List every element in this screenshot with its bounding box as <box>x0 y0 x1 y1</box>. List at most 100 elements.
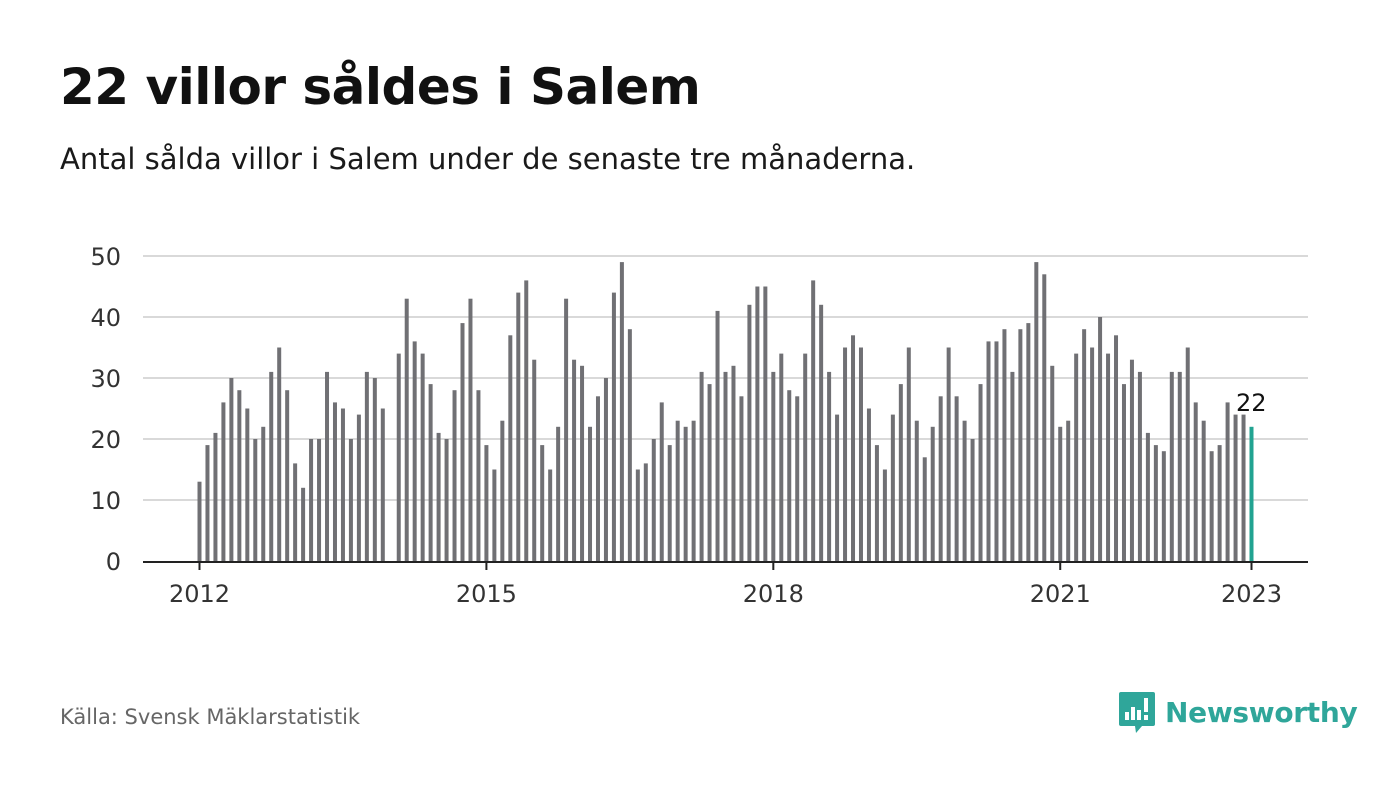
newsworthy-logo-icon <box>1119 692 1155 733</box>
brand-name: Newsworthy <box>1165 695 1358 729</box>
bar <box>1193 402 1198 561</box>
bar <box>508 335 513 561</box>
bar <box>213 432 218 561</box>
x-tick-label: 2015 <box>456 580 517 608</box>
bar <box>1090 347 1095 561</box>
bar <box>962 420 967 561</box>
chart-title: 22 villor såldes i Salem <box>60 58 701 116</box>
bar <box>1010 371 1015 561</box>
x-axis-labels: 2012 2015 2018 2021 2023 <box>169 580 1282 608</box>
bar <box>643 463 648 561</box>
bar <box>771 371 776 561</box>
x-tick-label: 2018 <box>743 580 804 608</box>
bar <box>1153 445 1158 561</box>
bar <box>1098 317 1103 561</box>
bar <box>595 396 600 561</box>
bar <box>572 359 577 561</box>
y-tick-label: 30 <box>90 365 121 393</box>
bar <box>364 371 369 561</box>
x-axis <box>143 561 1308 570</box>
bar <box>938 396 943 561</box>
bar <box>428 384 433 561</box>
bar <box>476 390 481 561</box>
bar <box>858 347 863 561</box>
bar <box>468 298 473 561</box>
bar <box>532 359 537 561</box>
bar <box>205 445 210 561</box>
bar <box>245 408 250 561</box>
bar <box>667 445 672 561</box>
bar <box>1050 365 1055 561</box>
bar <box>285 390 290 561</box>
bar <box>922 457 927 561</box>
bar <box>914 420 919 561</box>
bar <box>492 469 497 561</box>
bar <box>1042 274 1047 561</box>
bar <box>747 304 752 561</box>
bar <box>890 414 895 561</box>
newsworthy-logo: Newsworthy <box>1118 690 1358 734</box>
bar <box>882 469 887 561</box>
bar <box>197 481 202 561</box>
bar <box>301 487 306 561</box>
bar <box>452 390 457 561</box>
bar <box>564 298 569 561</box>
bar <box>1121 384 1126 561</box>
bar <box>874 445 879 561</box>
bar <box>715 310 720 561</box>
x-tick-label: 2021 <box>1030 580 1091 608</box>
bar <box>1177 371 1182 561</box>
bar <box>420 353 425 561</box>
bar <box>819 304 824 561</box>
bar <box>1058 426 1063 561</box>
bar <box>835 414 840 561</box>
bar <box>325 371 330 561</box>
bar <box>277 347 282 561</box>
bar <box>978 384 983 561</box>
last-value-label: 22 <box>1236 389 1267 417</box>
bar <box>1074 353 1079 561</box>
bar <box>1082 329 1087 561</box>
bar <box>906 347 911 561</box>
bar <box>994 341 999 561</box>
bar <box>1217 445 1222 561</box>
bar <box>1169 371 1174 561</box>
bar <box>675 420 680 561</box>
bar <box>691 420 696 561</box>
bar <box>484 445 489 561</box>
bar <box>1026 323 1031 561</box>
bar <box>524 280 529 561</box>
bar <box>293 463 298 561</box>
bar <box>755 286 760 561</box>
bar <box>970 439 975 561</box>
bar <box>898 384 903 561</box>
bars <box>197 262 1254 561</box>
bar <box>516 292 521 561</box>
bar <box>221 402 226 561</box>
bar <box>1114 335 1119 561</box>
bar <box>1233 414 1238 561</box>
bar <box>659 402 664 561</box>
bar <box>986 341 991 561</box>
bar <box>237 390 242 561</box>
bar <box>954 396 959 561</box>
annotations: 22 <box>1236 389 1267 417</box>
bar <box>460 323 465 561</box>
bar <box>795 396 800 561</box>
bar <box>580 365 585 561</box>
bar <box>763 286 768 561</box>
bar <box>500 420 505 561</box>
y-axis-labels: 0 10 20 30 40 50 <box>90 243 121 576</box>
bar <box>803 353 808 561</box>
bar <box>635 469 640 561</box>
bar <box>444 439 449 561</box>
bar <box>1066 420 1071 561</box>
bar <box>436 432 441 561</box>
bar <box>1106 353 1111 561</box>
bar <box>930 426 935 561</box>
bar <box>1137 371 1142 561</box>
bar <box>1209 451 1214 561</box>
bar <box>261 426 266 561</box>
bar <box>1201 420 1206 561</box>
bar <box>396 353 401 561</box>
